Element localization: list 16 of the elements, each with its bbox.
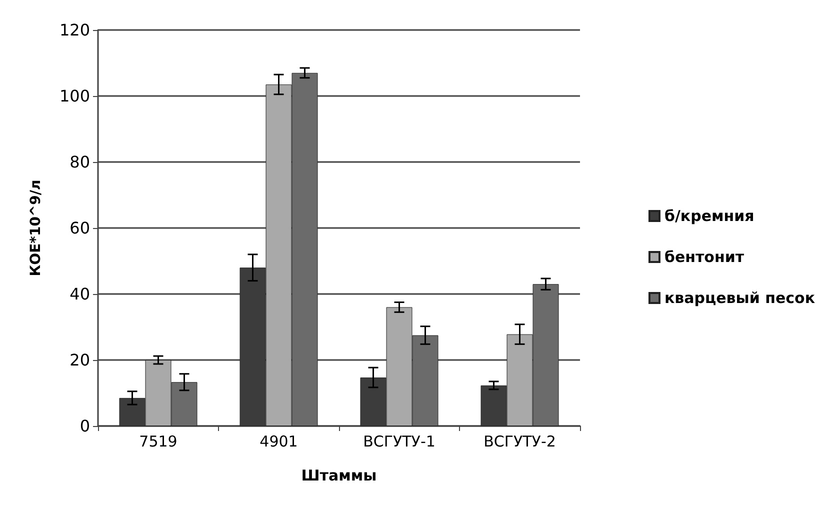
legend-label: бентонит: [664, 248, 744, 266]
y-tick-label: 40: [70, 284, 90, 304]
x-axis-title: Штаммы: [301, 466, 377, 484]
y-tick-label: 100: [59, 86, 90, 106]
legend-label: б/кремния: [664, 207, 754, 225]
y-tick-label: 80: [70, 152, 90, 172]
x-tick-label: ВСГУТУ-1: [363, 432, 436, 450]
y-axis-title: КОЕ*10^9/л: [28, 180, 44, 276]
y-tick-label: 120: [59, 20, 90, 40]
x-tick-label: 4901: [260, 432, 298, 450]
y-tick-label: 0: [80, 416, 90, 436]
legend-label: кварцевый песок: [664, 289, 816, 307]
x-tick-label: 7519: [139, 432, 178, 450]
y-tick-label: 60: [70, 218, 90, 238]
y-tick-label: 20: [70, 350, 90, 370]
x-tick-label: ВСГУТУ-2: [484, 432, 556, 450]
